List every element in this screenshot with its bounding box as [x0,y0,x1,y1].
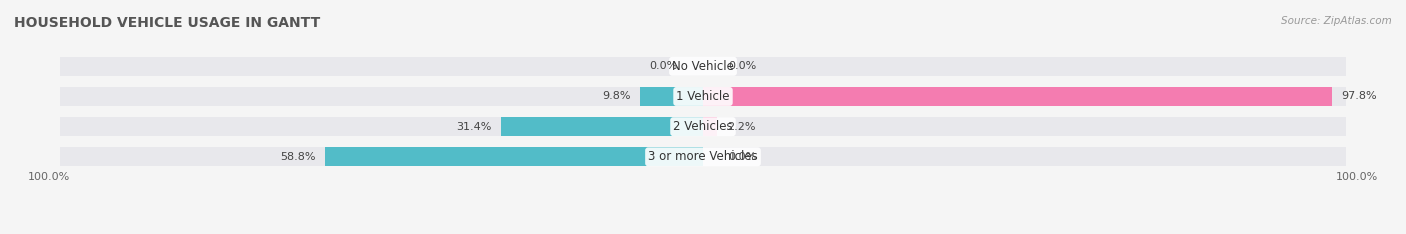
Bar [703,117,717,136]
Bar [501,117,703,136]
Text: 58.8%: 58.8% [280,152,315,162]
Bar [60,147,1346,166]
Text: 100.0%: 100.0% [1336,172,1378,182]
Bar [325,147,703,166]
Text: 0.0%: 0.0% [650,61,678,71]
Bar [60,87,1346,106]
Text: 9.8%: 9.8% [602,91,630,102]
Text: 31.4%: 31.4% [456,122,492,132]
Bar [703,87,1331,106]
Text: 2 Vehicles: 2 Vehicles [673,120,733,133]
Text: HOUSEHOLD VEHICLE USAGE IN GANTT: HOUSEHOLD VEHICLE USAGE IN GANTT [14,16,321,30]
Bar [60,57,1346,76]
Text: 0.0%: 0.0% [728,61,756,71]
Bar [640,87,703,106]
Text: 2.2%: 2.2% [727,122,755,132]
Text: 3 or more Vehicles: 3 or more Vehicles [648,150,758,163]
Text: Source: ZipAtlas.com: Source: ZipAtlas.com [1281,16,1392,26]
Text: 97.8%: 97.8% [1341,91,1376,102]
Text: 1 Vehicle: 1 Vehicle [676,90,730,103]
Text: No Vehicle: No Vehicle [672,60,734,73]
Text: 100.0%: 100.0% [28,172,70,182]
Text: 0.0%: 0.0% [728,152,756,162]
Bar [60,117,1346,136]
